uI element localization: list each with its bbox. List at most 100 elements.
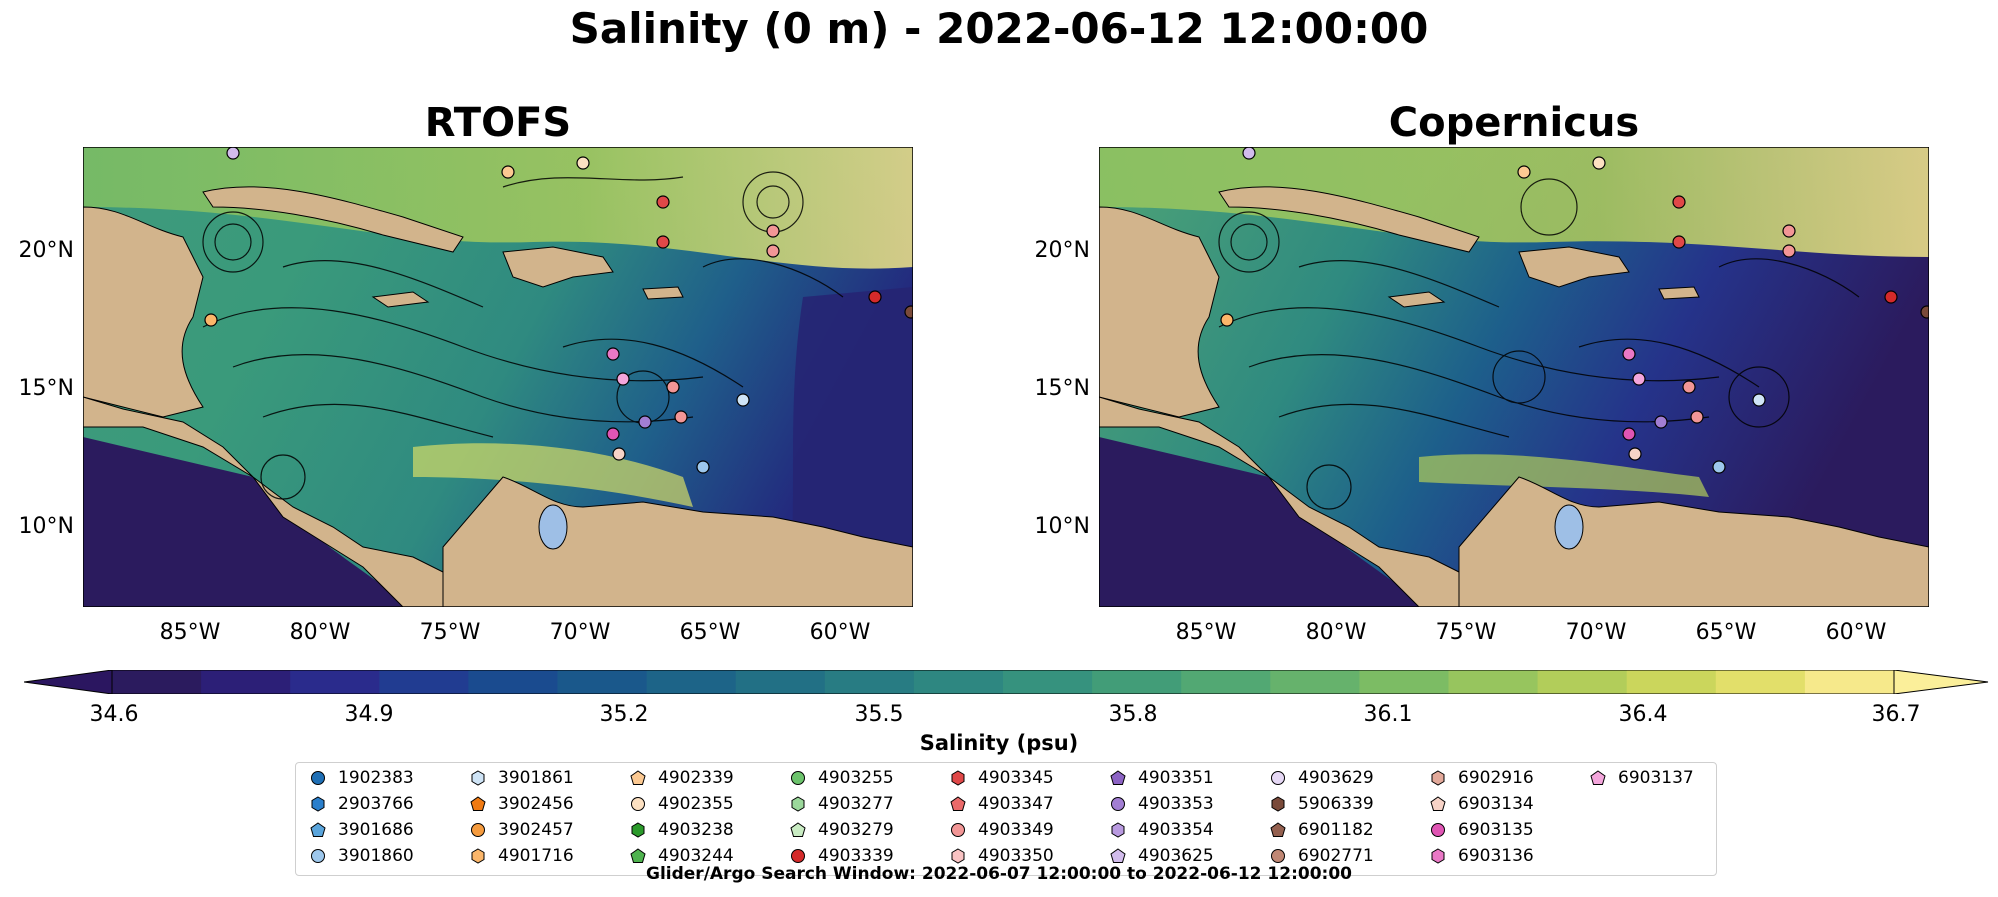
colorbar-segment — [557, 670, 648, 694]
hexagon-marker-icon — [631, 822, 645, 838]
lon-label-85: 85°W — [1175, 620, 1237, 645]
legend-item: 4902355 — [630, 792, 734, 816]
lon-label-70: 70°W — [1565, 620, 1627, 645]
legend-label: 3902456 — [498, 794, 574, 814]
legend-item: 6903137 — [1590, 766, 1694, 790]
colorbar-segment — [112, 670, 202, 694]
legend-label: 4903625 — [1138, 846, 1214, 866]
colorbar-tick: 36.1 — [1363, 702, 1413, 727]
pacific-field — [83, 437, 413, 607]
colorbar — [24, 670, 1989, 694]
lon-label-75: 75°W — [1435, 620, 1497, 645]
legend-label: 1902383 — [338, 768, 414, 788]
colorbar-segment — [824, 670, 915, 694]
legend-item: 4903339 — [790, 844, 894, 868]
circle-marker-icon — [311, 771, 325, 785]
land-hispaniola — [1518, 246, 1630, 288]
circle-marker-icon — [471, 823, 485, 837]
land-jamaica — [1387, 291, 1446, 308]
current-streamlines — [1218, 178, 1860, 510]
legend-item: 6903134 — [1430, 792, 1534, 816]
legend-item: 4903279 — [790, 818, 894, 842]
legend-label: 4902355 — [658, 794, 734, 814]
hexagon-marker-icon — [951, 770, 965, 786]
lon-label-85: 85°W — [159, 620, 221, 645]
legend-item: 5906339 — [1270, 792, 1374, 816]
lon-label-80: 80°W — [1305, 620, 1367, 645]
legend-label: 4903345 — [978, 768, 1054, 788]
colorbar-tick: 35.8 — [1108, 702, 1158, 727]
pentagon-marker-icon — [630, 770, 646, 785]
pentagon-marker-icon — [1590, 770, 1606, 785]
legend-label: 4903349 — [978, 820, 1054, 840]
legend-label: 4903244 — [658, 846, 734, 866]
colorbar-segment — [1092, 670, 1182, 694]
legend-label: 3901861 — [498, 768, 574, 788]
legend-label: 6903134 — [1458, 794, 1534, 814]
coastal-high-salinity — [1419, 454, 1709, 497]
circle-marker-icon — [311, 849, 325, 863]
pentagon-marker-icon — [310, 822, 326, 837]
pentagon-marker-icon — [1110, 848, 1126, 863]
colorbar-tick: 36.4 — [1618, 702, 1668, 727]
legend-label: 4903629 — [1298, 768, 1374, 788]
colorbar-extend-low — [24, 670, 113, 694]
circle-marker-icon — [791, 849, 805, 863]
legend-label: 4903353 — [1138, 794, 1214, 814]
legend-item: 6903135 — [1430, 818, 1534, 842]
legend-label: 4901716 — [498, 846, 574, 866]
float-markers — [1220, 147, 1929, 474]
legend-item: 4903345 — [950, 766, 1054, 790]
legend-item: 6901182 — [1270, 818, 1374, 842]
colorbar-segment — [913, 670, 1004, 694]
legend-item: 6902916 — [1430, 766, 1534, 790]
colorbar-tick: 34.6 — [89, 702, 139, 727]
circle-marker-icon — [631, 797, 645, 811]
land-cuba — [1218, 186, 1480, 253]
float-markers — [204, 147, 913, 474]
lon-label-65: 65°W — [679, 620, 741, 645]
legend-item: 4903354 — [1110, 818, 1214, 842]
legend-item: 4903347 — [950, 792, 1054, 816]
legend-item: 3901686 — [310, 818, 414, 842]
pentagon-marker-icon — [630, 848, 646, 863]
legend-label: 4903279 — [818, 820, 894, 840]
pacific-field — [1099, 437, 1429, 607]
legend-label: 4902339 — [658, 768, 734, 788]
pentagon-marker-icon — [1270, 822, 1286, 837]
pentagon-marker-icon — [790, 822, 806, 837]
hexagon-marker-icon — [1111, 822, 1125, 838]
legend-item: 4903353 — [1110, 792, 1214, 816]
colorbar-segment — [1715, 670, 1806, 694]
colorbar-label: Salinity (psu) — [919, 731, 1079, 755]
colorbar-segment — [290, 670, 380, 694]
lon-label-75: 75°W — [419, 620, 481, 645]
land-hispaniola — [502, 246, 614, 288]
legend-item: 3901861 — [470, 766, 574, 790]
legend-item: 2903766 — [310, 792, 414, 816]
hexagon-marker-icon — [1271, 796, 1285, 812]
pentagon-marker-icon — [1430, 796, 1446, 811]
lat-label-20: 20°N — [1034, 238, 1090, 263]
legend-item: 4903351 — [1110, 766, 1214, 790]
colorbar-segment — [379, 670, 469, 694]
colorbar-frame — [111, 670, 1895, 694]
pentagon-marker-icon — [950, 796, 966, 811]
hexagon-marker-icon — [951, 848, 965, 864]
colorbar-tick: 35.5 — [854, 702, 904, 727]
legend-label: 4903351 — [1138, 768, 1214, 788]
colorbar-tick: 34.9 — [344, 702, 394, 727]
panel-title-copernicus: Copernicus — [1388, 100, 1640, 146]
legend-label: 4903238 — [658, 820, 734, 840]
map-copernicus — [1099, 147, 1929, 607]
circle-marker-icon — [1431, 823, 1445, 837]
legend-label: 6903136 — [1458, 846, 1534, 866]
lat-label-10: 10°N — [18, 514, 74, 539]
legend-label: 3902457 — [498, 820, 574, 840]
hexagon-marker-icon — [1431, 770, 1445, 786]
colorbar-segment — [1181, 670, 1271, 694]
colorbar-segment — [1359, 670, 1449, 694]
search-window-caption: Glider/Argo Search Window: 2022-06-07 12… — [646, 864, 1352, 884]
legend-label: 4903347 — [978, 794, 1054, 814]
map-rtofs — [83, 147, 913, 607]
